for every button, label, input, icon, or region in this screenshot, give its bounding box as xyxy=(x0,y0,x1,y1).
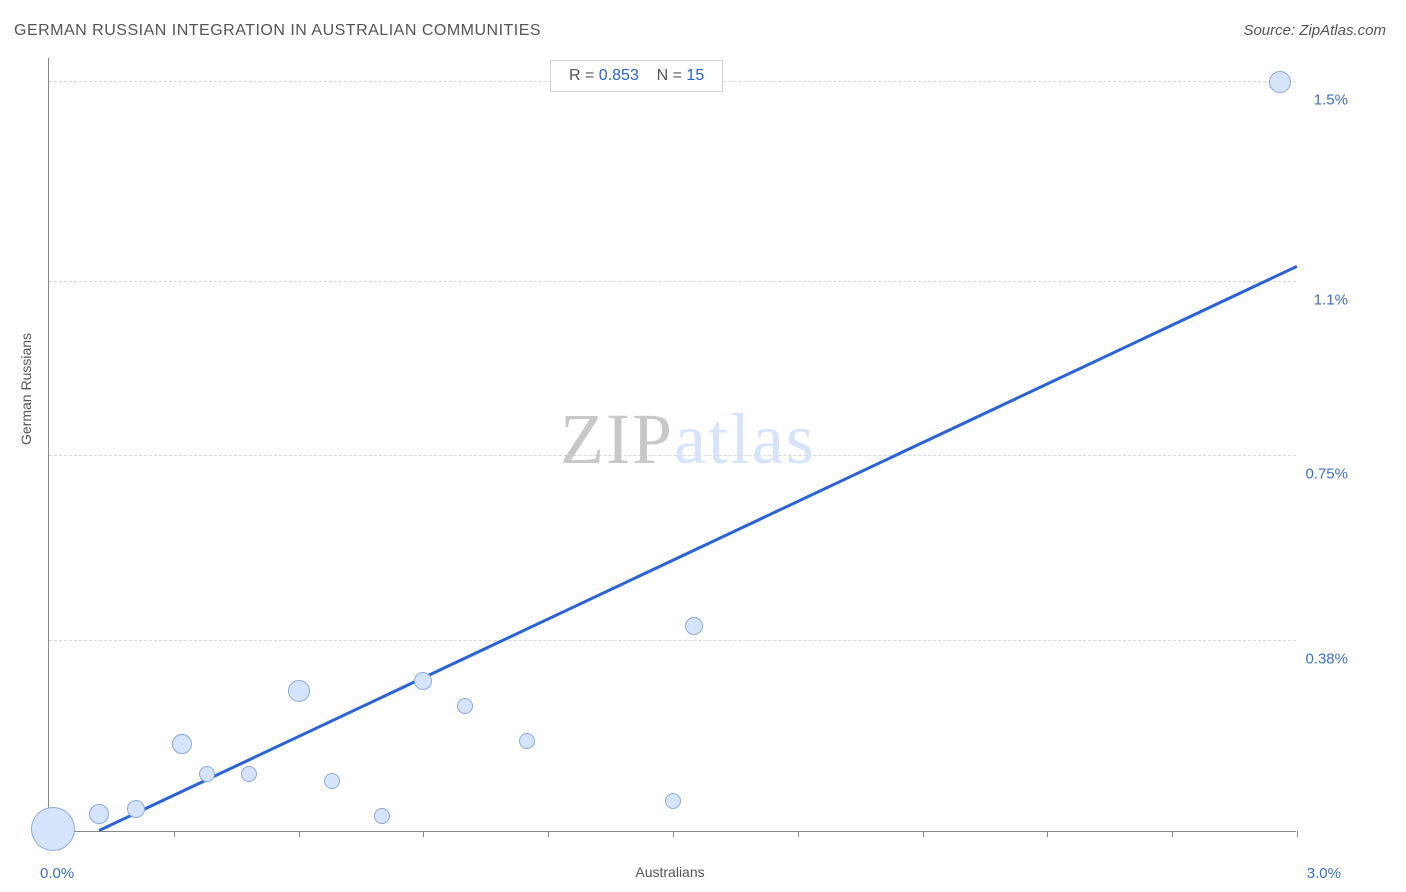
source-attribution: Source: ZipAtlas.com xyxy=(1243,22,1386,39)
data-point xyxy=(324,773,340,789)
scatter-plot-area xyxy=(48,58,1296,832)
r-label: R = xyxy=(569,67,594,84)
chart-title: GERMAN RUSSIAN INTEGRATION IN AUSTRALIAN… xyxy=(14,22,541,40)
y-tick-label: 1.5% xyxy=(1314,91,1348,108)
stats-box: R = 0.853 N = 15 xyxy=(550,60,723,92)
data-point xyxy=(374,808,390,824)
x-tick xyxy=(423,831,424,837)
data-point xyxy=(199,766,215,782)
x-tick xyxy=(798,831,799,837)
y-tick-label: 0.75% xyxy=(1305,466,1348,483)
n-label: N = xyxy=(657,67,682,84)
x-tick xyxy=(548,831,549,837)
data-point xyxy=(241,766,257,782)
gridline xyxy=(49,281,1296,282)
x-max-label: 3.0% xyxy=(1307,865,1341,882)
x-tick xyxy=(1172,831,1173,837)
gridline xyxy=(49,455,1296,456)
data-point xyxy=(685,617,703,635)
x-min-label: 0.0% xyxy=(40,865,74,882)
trend-line xyxy=(98,264,1297,831)
gridline xyxy=(49,640,1296,641)
data-point xyxy=(288,680,310,702)
data-point xyxy=(457,698,473,714)
x-axis-label: Australians xyxy=(635,864,704,880)
data-point xyxy=(519,733,535,749)
data-point xyxy=(89,804,109,824)
x-tick xyxy=(1297,831,1298,837)
data-point xyxy=(665,793,681,809)
x-tick xyxy=(174,831,175,837)
data-point xyxy=(414,672,432,690)
x-tick xyxy=(1047,831,1048,837)
data-point xyxy=(172,734,192,754)
y-tick-label: 0.38% xyxy=(1305,651,1348,668)
x-tick xyxy=(299,831,300,837)
x-tick xyxy=(923,831,924,837)
y-axis-label: German Russians xyxy=(18,333,34,445)
n-value: 15 xyxy=(686,67,704,84)
r-value: 0.853 xyxy=(599,67,639,84)
data-point xyxy=(1269,71,1291,93)
x-tick xyxy=(673,831,674,837)
data-point xyxy=(127,800,145,818)
data-point xyxy=(31,807,75,851)
y-tick-label: 1.1% xyxy=(1314,291,1348,308)
